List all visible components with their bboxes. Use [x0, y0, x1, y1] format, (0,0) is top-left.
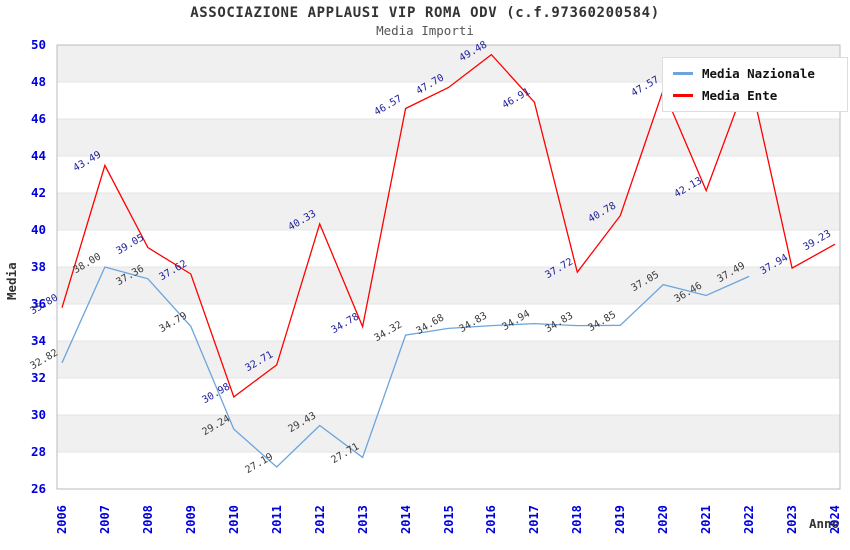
- media-nazionale-line: [61, 266, 750, 468]
- plot-band: [57, 119, 840, 156]
- legend-label-media-ente: Media Ente: [702, 88, 778, 103]
- x-tick-label: 2018: [570, 505, 585, 534]
- x-tick-label: 2017: [527, 505, 542, 534]
- x-tick-label: 2021: [699, 505, 714, 534]
- media-nazionale-line-marker: [673, 72, 693, 75]
- x-tick-label: 2007: [97, 505, 112, 534]
- y-tick-label: 50: [30, 37, 46, 52]
- y-tick-label: 28: [30, 444, 46, 459]
- y-tick-label: 32: [30, 370, 46, 385]
- x-tick-label: 2006: [55, 505, 69, 534]
- plot-band: [57, 341, 840, 378]
- x-tick-label: 2015: [441, 505, 456, 534]
- y-tick-label: 30: [30, 407, 46, 422]
- legend-item-media-ente: Media Ente: [673, 88, 847, 103]
- x-tick-label: 2012: [312, 505, 327, 534]
- x-tick-label: 2008: [140, 505, 155, 534]
- x-tick-label: 2022: [742, 505, 757, 534]
- chart-title: ASSOCIAZIONE APPLAUSI VIP ROMA ODV (c.f.…: [190, 5, 660, 21]
- x-tick-label: 2014: [398, 505, 413, 534]
- y-tick-label: 26: [30, 481, 46, 496]
- plot-band: [57, 415, 840, 452]
- x-tick-label: 2013: [355, 505, 370, 534]
- x-axis-title: Anno: [809, 516, 840, 531]
- x-tick-label: 2010: [226, 505, 241, 534]
- y-tick-label: 46: [30, 111, 46, 126]
- y-tick-label: 34: [30, 333, 46, 348]
- x-tick-label: 2023: [785, 505, 800, 534]
- legend: Media Nazionale Media Ente: [662, 57, 848, 112]
- chart-subtitle: Media Importi: [376, 23, 474, 38]
- y-tick-label: 44: [30, 148, 46, 163]
- y-tick-label: 36: [30, 296, 46, 311]
- y-axis-title: Media: [4, 262, 19, 300]
- legend-label-media-nazionale: Media Nazionale: [702, 66, 815, 81]
- x-tick-label: 2009: [183, 505, 198, 534]
- x-tick-label: 2020: [656, 505, 671, 534]
- plot-band: [57, 267, 840, 304]
- x-tick-label: 2016: [484, 505, 499, 534]
- legend-item-media-nazionale: Media Nazionale: [673, 66, 847, 81]
- x-tick-label: 2011: [269, 505, 284, 534]
- y-tick-label: 40: [30, 222, 46, 237]
- plot-border: [56, 44, 841, 490]
- x-tick-label: 2019: [613, 505, 628, 534]
- y-tick-label: 38: [30, 259, 46, 274]
- y-tick-label: 48: [30, 74, 46, 89]
- y-tick-label: 42: [30, 185, 46, 200]
- plot-band: [57, 193, 840, 230]
- media-ente-line: [61, 53, 836, 398]
- media-ente-line-marker: [673, 94, 693, 97]
